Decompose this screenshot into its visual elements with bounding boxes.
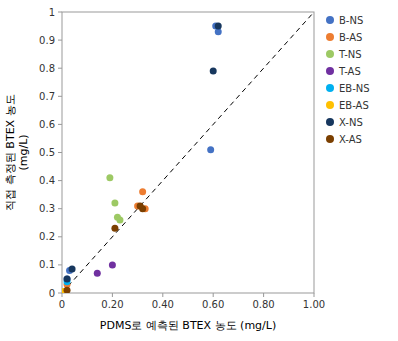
y-tick-label: 0.6 [39, 119, 55, 130]
legend-marker [326, 67, 334, 75]
legend-label: EB-AS [339, 100, 369, 111]
x-tick-label: 0.20 [101, 299, 123, 310]
point [139, 205, 146, 212]
y-tick-label: 0.7 [39, 91, 55, 102]
y-tick-label: 0.9 [39, 35, 55, 46]
x-tick-label: 0.80 [252, 299, 274, 310]
point [207, 146, 214, 153]
y-tick-label: 1 [49, 7, 55, 18]
legend-marker [326, 101, 334, 109]
legend-label: X-NS [339, 117, 363, 128]
legend-marker [326, 118, 334, 126]
x-tick [162, 293, 163, 297]
y-tick [58, 180, 62, 181]
y-tick-label: 0.5 [39, 147, 55, 158]
point [106, 174, 113, 181]
y-tick-label: 0 [49, 288, 55, 299]
x-axis-label: PDMS로 예측된 BTEX 농도 (mg/L) [100, 319, 276, 332]
y-tick [58, 208, 62, 209]
y-tick [58, 12, 62, 13]
y-tick [58, 264, 62, 265]
y-axis-label: 직접 측정된 BTEX 농도(mg/L) [4, 94, 30, 210]
series [106, 174, 123, 223]
y-tick-label: 0.2 [39, 231, 55, 242]
x-tick [112, 293, 113, 297]
y-tick [58, 40, 62, 41]
x-tick [62, 293, 63, 297]
point [116, 216, 123, 223]
x-tick-label: 0 [59, 299, 65, 310]
y-tick [58, 68, 62, 69]
legend-label: B-NS [339, 15, 363, 26]
y-tick-label: 0.1 [39, 259, 55, 270]
series [64, 23, 222, 283]
legend: B-NS B-AS T-NS T-AS EB-NS EB-AS X-NS X-AS [326, 15, 370, 145]
legend-label: X-AS [339, 134, 362, 145]
point [64, 287, 71, 293]
x-tick-label: 1.00 [303, 299, 325, 310]
series [64, 202, 147, 293]
y-tick [58, 293, 62, 294]
legend-marker [326, 16, 334, 24]
series [64, 188, 149, 288]
point [69, 266, 76, 273]
x-tick-label: 0.60 [202, 299, 224, 310]
y-axis-label-line: (mg/L) [17, 134, 30, 170]
y-axis-label-line: 직접 측정된 BTEX 농도 [4, 94, 17, 210]
y-tick-label: 0.8 [39, 63, 55, 74]
legend-marker [326, 135, 334, 143]
y-tick [58, 236, 62, 237]
plot-area [62, 12, 314, 293]
chart: 0 0.20 0.40 0.60 0.80 1.00 0 0.1 0.2 0.3 0.4 0.5 0.6… [0, 0, 398, 341]
point [210, 68, 217, 75]
y-tick [58, 152, 62, 153]
series [94, 261, 116, 276]
legend-marker [326, 33, 334, 41]
point [109, 261, 116, 268]
point [215, 23, 222, 30]
legend-label: B-AS [339, 32, 362, 43]
y-tick [58, 124, 62, 125]
point [139, 188, 146, 195]
point [64, 275, 71, 282]
legend-label: EB-NS [339, 83, 370, 94]
diagonal-line [62, 12, 314, 293]
series [64, 23, 222, 283]
x-tick [314, 293, 315, 297]
y-tick-label: 0.4 [39, 175, 55, 186]
y-tick [58, 96, 62, 97]
legend-marker [326, 84, 334, 92]
point [111, 200, 118, 207]
legend-label: T-AS [338, 66, 361, 77]
x-tick-label: 0.40 [152, 299, 174, 310]
x-tick [213, 293, 214, 297]
legend-marker [326, 50, 334, 58]
point [64, 275, 71, 282]
x-tick [263, 293, 264, 297]
plot-frame [62, 12, 314, 293]
point [111, 225, 118, 232]
legend-label: T-NS [338, 49, 362, 60]
y-tick-label: 0.3 [39, 203, 55, 214]
point [94, 270, 101, 277]
